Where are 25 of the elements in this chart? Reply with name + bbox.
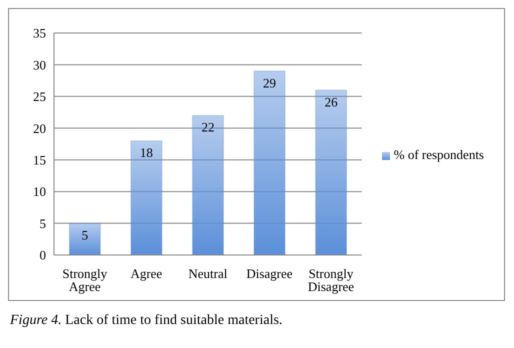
x-tick-label: Strongly Disagree — [308, 266, 354, 294]
y-tick-label: 30 — [33, 57, 46, 72]
y-tick-label: 5 — [40, 216, 46, 231]
y-tick-label: 15 — [33, 152, 46, 168]
caption: Figure 4. Lack of time to find suitable materials. — [10, 313, 282, 328]
data-label: 26 — [324, 94, 338, 110]
data-label: 22 — [201, 120, 214, 135]
y-tick-label: 0 — [40, 248, 46, 263]
x-tick-label: Agree — [130, 266, 162, 282]
bar — [192, 114, 224, 255]
bar — [254, 70, 286, 255]
x-tick-label: Neutral — [188, 266, 228, 282]
y-tick-label: 25 — [33, 89, 46, 104]
bar — [130, 140, 162, 255]
y-tick-label: 20 — [33, 120, 46, 136]
data-label: 29 — [263, 75, 276, 90]
data-label: 5 — [82, 228, 88, 243]
data-label: 18 — [140, 145, 153, 160]
x-tick-label: Disagree — [246, 266, 293, 282]
legend-label: % of respondents — [394, 146, 484, 162]
y-tick-label: 35 — [33, 26, 46, 41]
bar — [315, 90, 348, 255]
x-tick-label: Strongly Agree — [62, 266, 108, 294]
y-tick-label: 10 — [33, 184, 46, 200]
bar — [68, 222, 101, 255]
